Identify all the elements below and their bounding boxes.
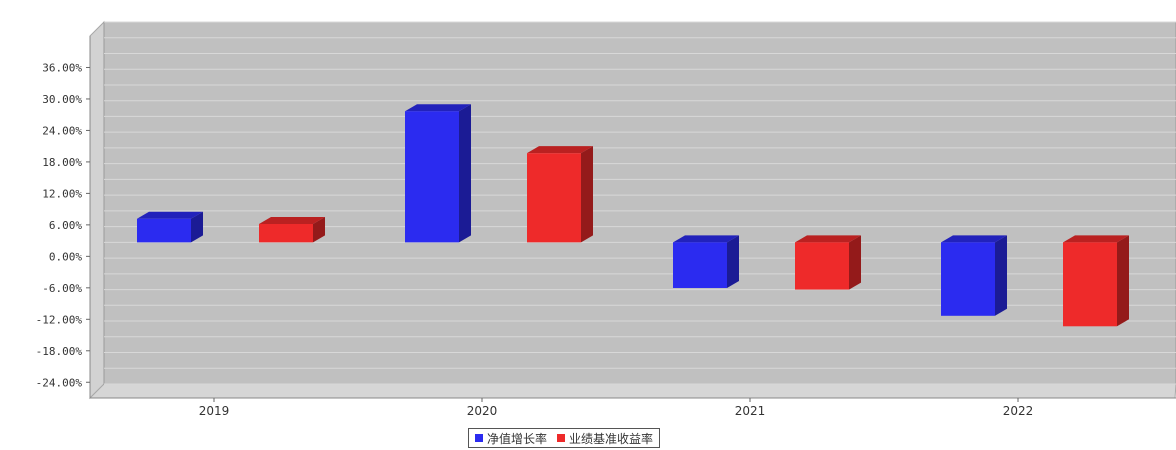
bar-side bbox=[995, 235, 1007, 316]
legend-item-nav-growth: 净值增长率 bbox=[475, 430, 547, 447]
bar-nav-growth-2021 bbox=[673, 235, 739, 288]
y-tick-label: 6.00% bbox=[49, 219, 82, 232]
bar-side bbox=[313, 216, 325, 243]
bar-side bbox=[459, 104, 471, 243]
bar-front bbox=[137, 218, 191, 243]
x-tick-label: 2021 bbox=[735, 404, 766, 418]
bar-side bbox=[581, 146, 593, 243]
bar-front bbox=[673, 242, 727, 288]
plot-left-wall bbox=[89, 20, 105, 400]
bar-top bbox=[405, 104, 471, 112]
bar-side bbox=[849, 235, 861, 290]
y-tick-label: 24.00% bbox=[42, 124, 82, 137]
bar-front bbox=[795, 242, 849, 290]
legend-label-benchmark: 业绩基准收益率 bbox=[569, 431, 654, 446]
y-axis: 36.00% 30.00% 24.00% 18.00% 12.00% 6.00% 0.00%… bbox=[36, 36, 91, 398]
bar-benchmark-2020 bbox=[527, 146, 593, 243]
bars bbox=[137, 104, 1129, 327]
y-tick-label: -6.00% bbox=[42, 282, 82, 295]
legend-item-benchmark: 业绩基准收益率 bbox=[557, 430, 653, 447]
bar-benchmark-2022 bbox=[1063, 235, 1129, 327]
plot-floor bbox=[88, 383, 1176, 399]
bar-side bbox=[1117, 235, 1129, 327]
bar-nav-growth-2020 bbox=[405, 104, 471, 243]
x-axis: 2019 2020 2021 2022 bbox=[90, 397, 1176, 418]
bar-nav-growth-2019 bbox=[137, 211, 203, 243]
bar-front bbox=[405, 111, 459, 243]
bar-top bbox=[259, 216, 325, 224]
bar-top bbox=[527, 146, 593, 154]
bar-front bbox=[527, 153, 581, 243]
bar-top bbox=[1063, 235, 1129, 243]
bar-front bbox=[1063, 242, 1117, 327]
y-tick-label: 30.00% bbox=[42, 93, 82, 106]
bar-top bbox=[941, 235, 1007, 243]
bar-side bbox=[727, 235, 739, 288]
bar-benchmark-2019 bbox=[259, 216, 325, 243]
bar-front bbox=[259, 223, 313, 243]
y-tick-label: -18.00% bbox=[36, 345, 83, 358]
plot-area bbox=[88, 20, 1176, 400]
y-tick-label: 0.00% bbox=[49, 250, 82, 263]
bar-top bbox=[795, 235, 861, 243]
bar-benchmark-2021 bbox=[795, 235, 861, 290]
bar-side bbox=[191, 211, 203, 243]
plot-background bbox=[103, 21, 1176, 385]
y-tick-label: -12.00% bbox=[36, 313, 83, 326]
x-tick-label: 2022 bbox=[1003, 404, 1034, 418]
bar-top bbox=[137, 211, 203, 219]
x-tick-label: 2020 bbox=[467, 404, 498, 418]
y-tick-label: 18.00% bbox=[42, 156, 82, 169]
legend-swatch-nav-growth bbox=[475, 434, 483, 442]
legend-label-nav-growth: 净值增长率 bbox=[487, 431, 548, 446]
y-tick-label: 36.00% bbox=[42, 61, 82, 74]
y-tick-label: 12.00% bbox=[42, 187, 82, 200]
legend-swatch-benchmark bbox=[557, 434, 566, 442]
x-tick-label: 2019 bbox=[199, 404, 230, 418]
y-tick-label: -24.00% bbox=[36, 376, 83, 389]
bar-nav-growth-2022 bbox=[941, 235, 1007, 316]
legend: 净值增长率 业绩基准收益率 bbox=[468, 428, 661, 448]
bar-top bbox=[673, 235, 739, 243]
bar-front bbox=[941, 242, 995, 316]
